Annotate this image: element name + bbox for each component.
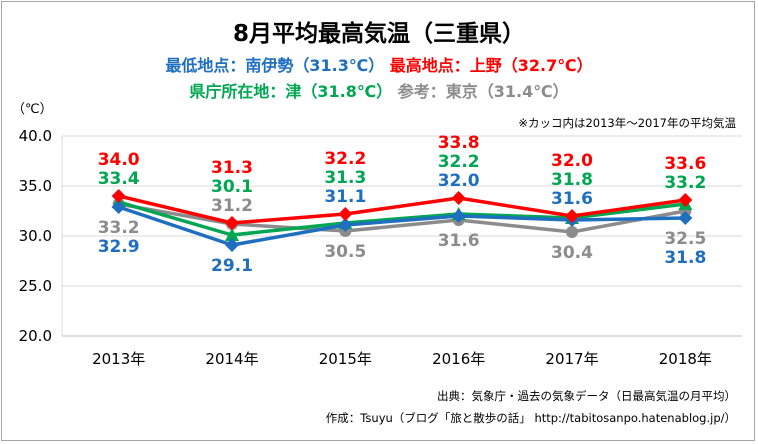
- prefectural-capital-label: 県庁所在地：津（31.8℃）: [189, 82, 393, 101]
- data-point-ueno: [225, 216, 239, 230]
- data-label-tokyo: 33.2: [98, 218, 140, 238]
- x-tick-label: 2017年: [545, 350, 598, 368]
- data-label-minamiise: 31.6: [551, 189, 593, 209]
- data-point-minamiise: [451, 209, 466, 223]
- subtitle-row-1: 最低地点：南伊勢（31.3℃） 最高地点：上野（32.7℃）: [0, 52, 758, 76]
- data-point-ueno: [111, 189, 126, 203]
- data-label-tokyo: 30.5: [324, 242, 366, 262]
- axis-layer: 20.0 25.0 30.0 35.0 40.0 2013年 2014年 2015年 2016年…: [19, 127, 712, 368]
- series-line-ueno: [118, 194, 686, 225]
- series-line-minamiise: [118, 205, 686, 247]
- data-point-ueno: [678, 193, 693, 207]
- data-label-tsu: 31.8: [551, 170, 593, 190]
- data-label-tsu: 32.2: [438, 152, 480, 172]
- data-label-tsu: 33.2: [664, 173, 706, 193]
- lowest-station-label: 最低地点：南伊勢（31.3℃）: [165, 56, 385, 75]
- data-label-minamiise: 29.1: [211, 256, 253, 276]
- data-point-tsu: [225, 228, 239, 241]
- y-tick-label: 20.0: [19, 327, 52, 345]
- series-line-tsu: [118, 200, 686, 237]
- data-point-minamiise: [678, 211, 693, 225]
- x-tick-label: 2015年: [319, 350, 372, 368]
- x-tick-label: 2014年: [205, 350, 258, 368]
- data-label-tokyo: 31.2: [211, 196, 253, 216]
- series-layer: [111, 189, 693, 252]
- data-point-ueno: [338, 207, 353, 221]
- data-point-ueno: [451, 191, 466, 205]
- data-point-tokyo: [566, 226, 578, 238]
- series-line-tokyo: [118, 202, 686, 234]
- data-label-ueno: 33.8: [438, 133, 480, 153]
- data-label-tokyo: 32.5: [664, 229, 706, 249]
- x-tick-label: 2018年: [659, 350, 712, 368]
- data-label-tsu: 31.3: [324, 168, 366, 188]
- unit-label: （℃）: [12, 102, 53, 117]
- data-label-minamiise: 31.8: [664, 248, 706, 268]
- data-label-tsu: 30.1: [211, 177, 253, 197]
- source-note: 出典：気象庁・過去の気象データ（日最高気温の月平均）: [437, 389, 736, 403]
- author-note: 作成：Tsuyu（ブログ「旅と散歩の話」 http://tabitosanpo.…: [325, 411, 736, 425]
- period-note: ※カッコ内は2013年～2017年の平均気温: [518, 116, 736, 130]
- data-label-layer: 34.033.433.232.931.330.131.229.132.231.3…: [98, 133, 707, 276]
- y-tick-label: 25.0: [19, 277, 52, 295]
- subtitle-row-2: 県庁所在地：津（31.8℃） 参考：東京（31.4℃）: [0, 78, 758, 102]
- data-point-ueno: [565, 209, 579, 223]
- grid-layer: [61, 135, 742, 337]
- reference-station-label: 参考：東京（31.4℃）: [397, 82, 569, 101]
- data-label-ueno: 32.2: [324, 149, 366, 169]
- data-label-tsu: 33.4: [98, 169, 140, 189]
- y-tick-label: 40.0: [19, 127, 52, 145]
- x-tick-label: 2013年: [92, 350, 145, 368]
- data-label-ueno: 33.6: [664, 154, 706, 174]
- data-label-tokyo: 30.4: [551, 243, 593, 263]
- data-label-minamiise: 31.1: [324, 187, 366, 207]
- x-tick-label: 2016年: [432, 350, 485, 368]
- data-point-minamiise: [225, 238, 239, 252]
- y-tick-label: 35.0: [19, 177, 52, 195]
- chart-title: 8月平均最高気温（三重県）: [232, 21, 525, 47]
- highest-station-label: 最高地点：上野（32.7℃）: [389, 56, 593, 75]
- data-point-minamiise: [338, 218, 353, 232]
- data-label-tokyo: 31.6: [438, 231, 480, 251]
- data-label-ueno: 31.3: [211, 158, 253, 178]
- data-point-minamiise: [111, 200, 126, 214]
- data-label-ueno: 32.0: [551, 151, 593, 171]
- data-label-minamiise: 32.0: [438, 171, 480, 191]
- data-label-ueno: 34.0: [98, 150, 140, 170]
- data-label-minamiise: 32.9: [98, 237, 140, 257]
- y-tick-label: 30.0: [19, 227, 52, 245]
